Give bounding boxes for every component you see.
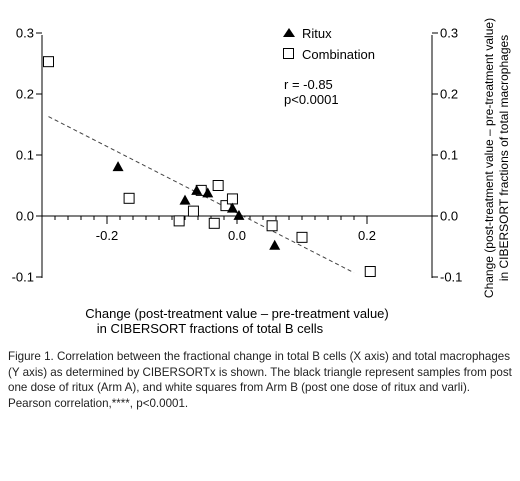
legend-label-combination: Combination bbox=[302, 47, 375, 62]
legend-marker-ritux bbox=[283, 28, 295, 37]
y-axis-right: 0.3 0.2 0.1 0.0 -0.1 bbox=[432, 26, 462, 285]
y-axis-label-line1: Change (post-treatment value – pre-treat… bbox=[482, 18, 496, 298]
x-axis-label-line2: in CIBERSORT fractions of total B cells bbox=[97, 321, 324, 336]
y-tick-label-left: 0.3 bbox=[16, 26, 34, 41]
legend: Ritux Combination bbox=[283, 26, 375, 62]
y-tick-label-left: -0.1 bbox=[12, 270, 34, 285]
x-tick-label: -0.2 bbox=[96, 228, 118, 243]
y-tick-label-right: -0.1 bbox=[440, 270, 462, 285]
y-tick-label-left: 0.2 bbox=[16, 87, 34, 102]
point-combination bbox=[364, 266, 376, 278]
point-combination bbox=[212, 180, 224, 191]
point-combination bbox=[266, 220, 278, 232]
y-tick-label-left: 0.1 bbox=[16, 148, 34, 163]
point-ritux bbox=[233, 209, 245, 220]
point-ritux bbox=[202, 187, 214, 198]
x-axis-label-line1: Change (post-treatment value – pre-treat… bbox=[85, 306, 389, 321]
point-ritux bbox=[179, 194, 191, 205]
x-axis: -0.2 0.0 0.2 bbox=[41, 216, 376, 243]
point-ritux bbox=[191, 184, 203, 195]
annotation-p: p<0.0001 bbox=[284, 92, 339, 107]
point-ritux bbox=[269, 239, 281, 250]
annotation-r: r = -0.85 bbox=[284, 77, 333, 92]
point-combination bbox=[123, 192, 135, 204]
y-tick-label-right: 0.0 bbox=[440, 209, 458, 224]
data-points bbox=[43, 56, 376, 278]
point-ritux bbox=[112, 161, 124, 172]
legend-marker-combination bbox=[283, 48, 294, 59]
figure-caption: Figure 1. Correlation between the fracti… bbox=[8, 350, 512, 410]
point-ritux bbox=[226, 202, 238, 213]
point-combination bbox=[208, 217, 220, 229]
point-combination bbox=[226, 193, 238, 205]
x-tick-label: 0.2 bbox=[358, 228, 376, 243]
point-combination bbox=[173, 215, 185, 227]
y-tick-label-right: 0.1 bbox=[440, 148, 458, 163]
x-tick-label: 0.0 bbox=[228, 228, 246, 243]
legend-label-ritux: Ritux bbox=[302, 26, 332, 41]
y-tick-label-left: 0.0 bbox=[16, 209, 34, 224]
point-combination bbox=[296, 231, 308, 243]
y-axis-left: 0.3 0.2 0.1 0.0 -0.1 bbox=[12, 26, 42, 285]
y-axis-label-line2: in CIBERSORT fractions of total macropha… bbox=[497, 35, 511, 281]
point-combination bbox=[43, 56, 54, 68]
y-tick-label-right: 0.2 bbox=[440, 87, 458, 102]
y-tick-label-right: 0.3 bbox=[440, 26, 458, 41]
point-combination bbox=[187, 205, 199, 217]
scatter-chart: -0.2 0.0 0.2 0.3 0.2 0.1 0.0 -0.1 0.3 0.2 0.1 0.0… bbox=[12, 18, 511, 336]
